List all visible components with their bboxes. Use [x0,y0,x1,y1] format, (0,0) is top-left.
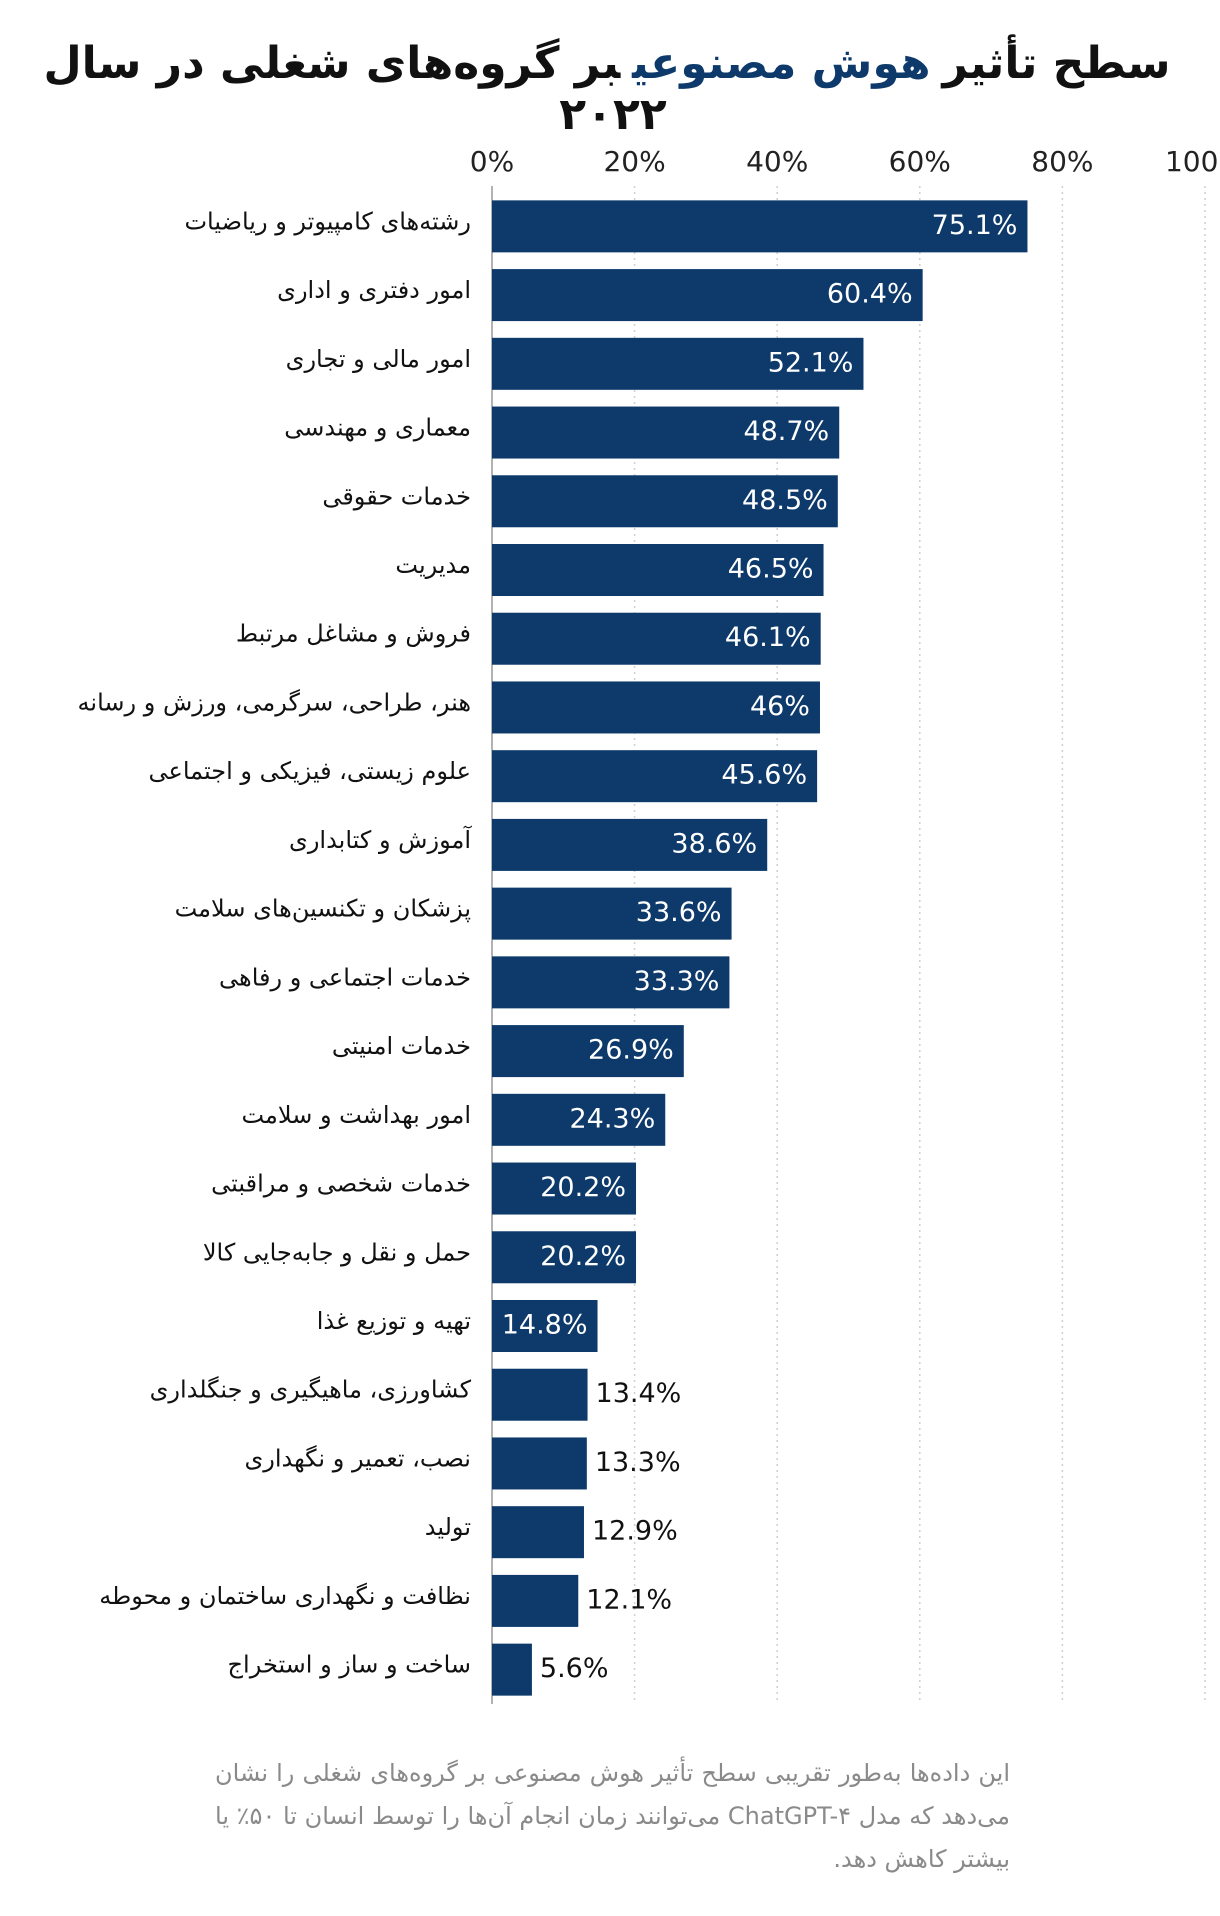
title-part: بر گروه‌های شغلی در سال ۲۰۲۲ [43,38,667,140]
category-label: فروش و مشاغل مرتبط [236,620,471,648]
bar [492,1231,637,1284]
value-label: 13.3% [595,1447,681,1478]
bar [492,750,818,803]
value-label: 33.6% [636,897,722,928]
bar [492,1025,684,1078]
bar [492,1162,637,1215]
x-tick-label: 100% [1165,145,1220,178]
bar [492,681,820,734]
value-label: 60.4% [827,279,913,310]
category-label: امور بهداشت و سلامت [241,1101,471,1129]
value-label: 46.5% [728,554,814,585]
x-tick-label: 40% [746,145,808,178]
value-label: 5.6% [540,1653,609,1684]
title-part: هوش مصنوعی [632,38,931,89]
value-label: 46% [750,691,810,722]
value-label: 45.6% [721,760,807,791]
value-label: 48.7% [743,416,829,447]
value-label: 12.9% [592,1516,678,1547]
bar [492,1643,532,1696]
x-tick-label: 0% [470,145,514,178]
category-label: خدمات امنیتی [332,1032,471,1060]
bar [492,1574,579,1627]
bar [492,337,864,390]
category-label: نظافت و نگهداری ساختمان و محوطه [99,1582,471,1610]
value-label: 14.8% [502,1310,588,1341]
value-label: 12.1% [586,1584,672,1615]
bar [492,406,840,459]
x-tick-label: 20% [603,145,665,178]
bar [492,269,923,322]
category-label: خدمات شخصی و مراقبتی [211,1170,471,1198]
category-label: تهیه و توزیع غذا [317,1307,471,1335]
bar [492,956,730,1009]
bar [492,544,824,596]
category-label: خدمات حقوقی [322,482,471,510]
category-label: ساخت و ساز و استخراج [228,1651,471,1679]
chart-title: سطح تأثیرهوش مصنوعیبر گروه‌های شغلی در س… [0,38,1220,140]
category-label: کشاورزی، ماهیگیری و جنگلداری [150,1376,472,1404]
category-label: خدمات اجتماعی و رفاهی [219,963,471,991]
bar [492,200,1028,253]
bar [492,1506,584,1559]
bar [492,818,768,871]
category-label: تولید [425,1513,471,1541]
x-tick-label: 60% [889,145,951,178]
value-label: 46.1% [725,622,811,653]
value-label: 20.2% [540,1241,626,1272]
bar [492,1437,587,1490]
footnote: این داده‌ها به‌طور تقریبی سطح تأثیر هوش … [215,1759,1011,1873]
category-label: معماری و مهندسی [284,414,471,442]
category-label: حمل و نقل و جابه‌جایی کالا [203,1238,471,1266]
category-label: هنر، طراحی، سرگرمی، ورزش و رسانه [78,688,471,716]
value-label: 13.4% [596,1378,682,1409]
category-label: علوم زیستی، فیزیکی و اجتماعی [149,757,471,785]
bar [492,475,838,528]
category-label: رشته‌های کامپیوتر و ریاضیات [184,207,471,235]
value-label: 52.1% [768,347,854,378]
value-label: 75.1% [932,210,1018,241]
value-label: 24.3% [569,1103,655,1134]
x-tick-label: 80% [1031,145,1093,178]
value-label: 48.5% [742,485,828,516]
title-part: سطح تأثیر [942,38,1171,89]
value-label: 38.6% [671,828,757,859]
value-label: 26.9% [588,1035,674,1066]
bar [492,1300,598,1352]
category-label: آموزش و کتابداری [289,825,472,854]
bar [492,612,821,665]
value-label: 20.2% [540,1172,626,1203]
category-label: نصب، تعمیر و نگهداری [244,1444,471,1472]
category-label: پزشکان و تکنسین‌های سلامت [175,895,471,923]
value-label: 33.3% [634,966,720,997]
category-label: مدیریت [395,551,471,579]
chart: 0% 20% 40% 60% 80% 100% رشته‌های کامپیوتر و ری… [78,145,1220,1704]
bar [492,1368,588,1421]
category-label: امور دفتری و اداری [277,276,471,304]
category-label: امور مالی و تجاری [286,345,471,373]
bar [492,887,732,940]
bar [492,1093,666,1146]
